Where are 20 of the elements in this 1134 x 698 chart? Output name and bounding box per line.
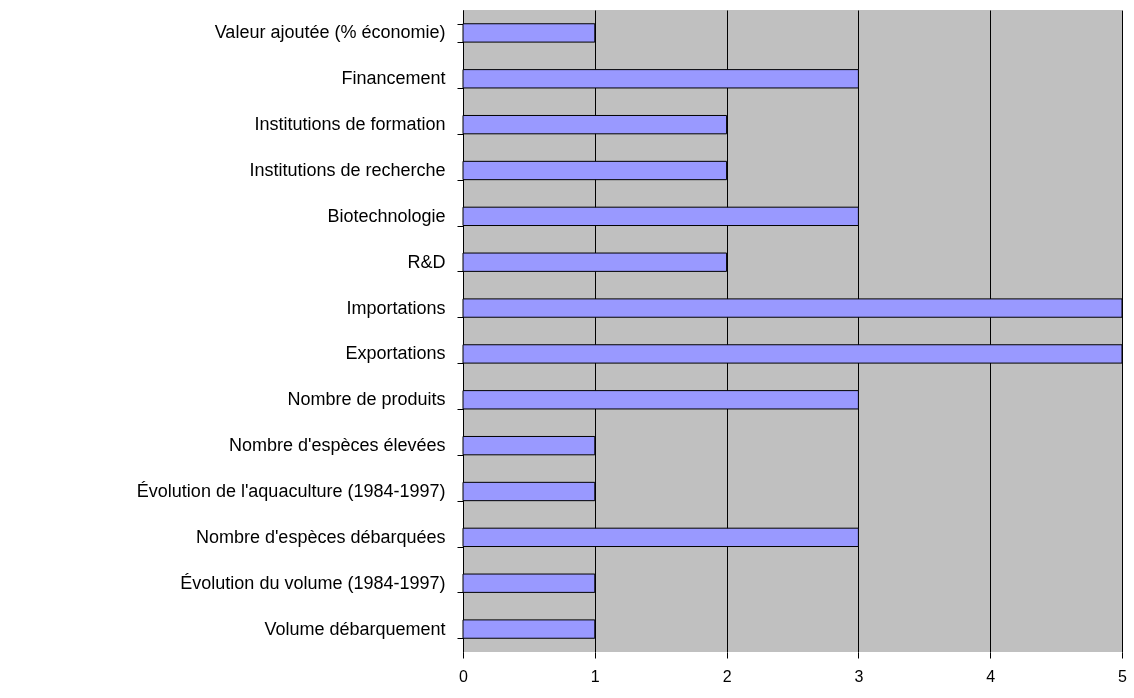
y-tick-label: Exportations bbox=[345, 343, 446, 364]
x-tick-label: 0 bbox=[459, 667, 469, 685]
x-tick-label: 4 bbox=[986, 667, 996, 685]
y-tick-label: Volume débarquement bbox=[264, 618, 446, 639]
y-tick-label: R&D bbox=[407, 251, 446, 272]
y-tick-label: Nombre d'espèces élevées bbox=[228, 435, 446, 456]
y-tick-label: Nombre d'espèces débarquées bbox=[195, 526, 446, 547]
y-tick-label: Institutions de recherche bbox=[249, 160, 446, 180]
x-tick-label: 1 bbox=[590, 667, 600, 685]
x-tick-label: 3 bbox=[854, 667, 864, 685]
y-tick-label: Évolution du volume (1984-1997) bbox=[180, 572, 446, 593]
x-tick-label: 5 bbox=[1118, 667, 1128, 685]
y-tick-label: Financement bbox=[341, 68, 446, 89]
y-tick-label: Importations bbox=[346, 297, 446, 318]
y-tick-label: Valeur ajoutée (% économie) bbox=[214, 22, 446, 43]
y-tick-label: Nombre de produits bbox=[287, 389, 446, 410]
y-tick-label: Institutions de formation bbox=[254, 114, 446, 135]
y-tick-label: Évolution de l'aquaculture (1984-1997) bbox=[136, 481, 446, 501]
y-tick-label: Biotechnologie bbox=[327, 205, 446, 226]
x-tick-label: 2 bbox=[722, 667, 732, 685]
